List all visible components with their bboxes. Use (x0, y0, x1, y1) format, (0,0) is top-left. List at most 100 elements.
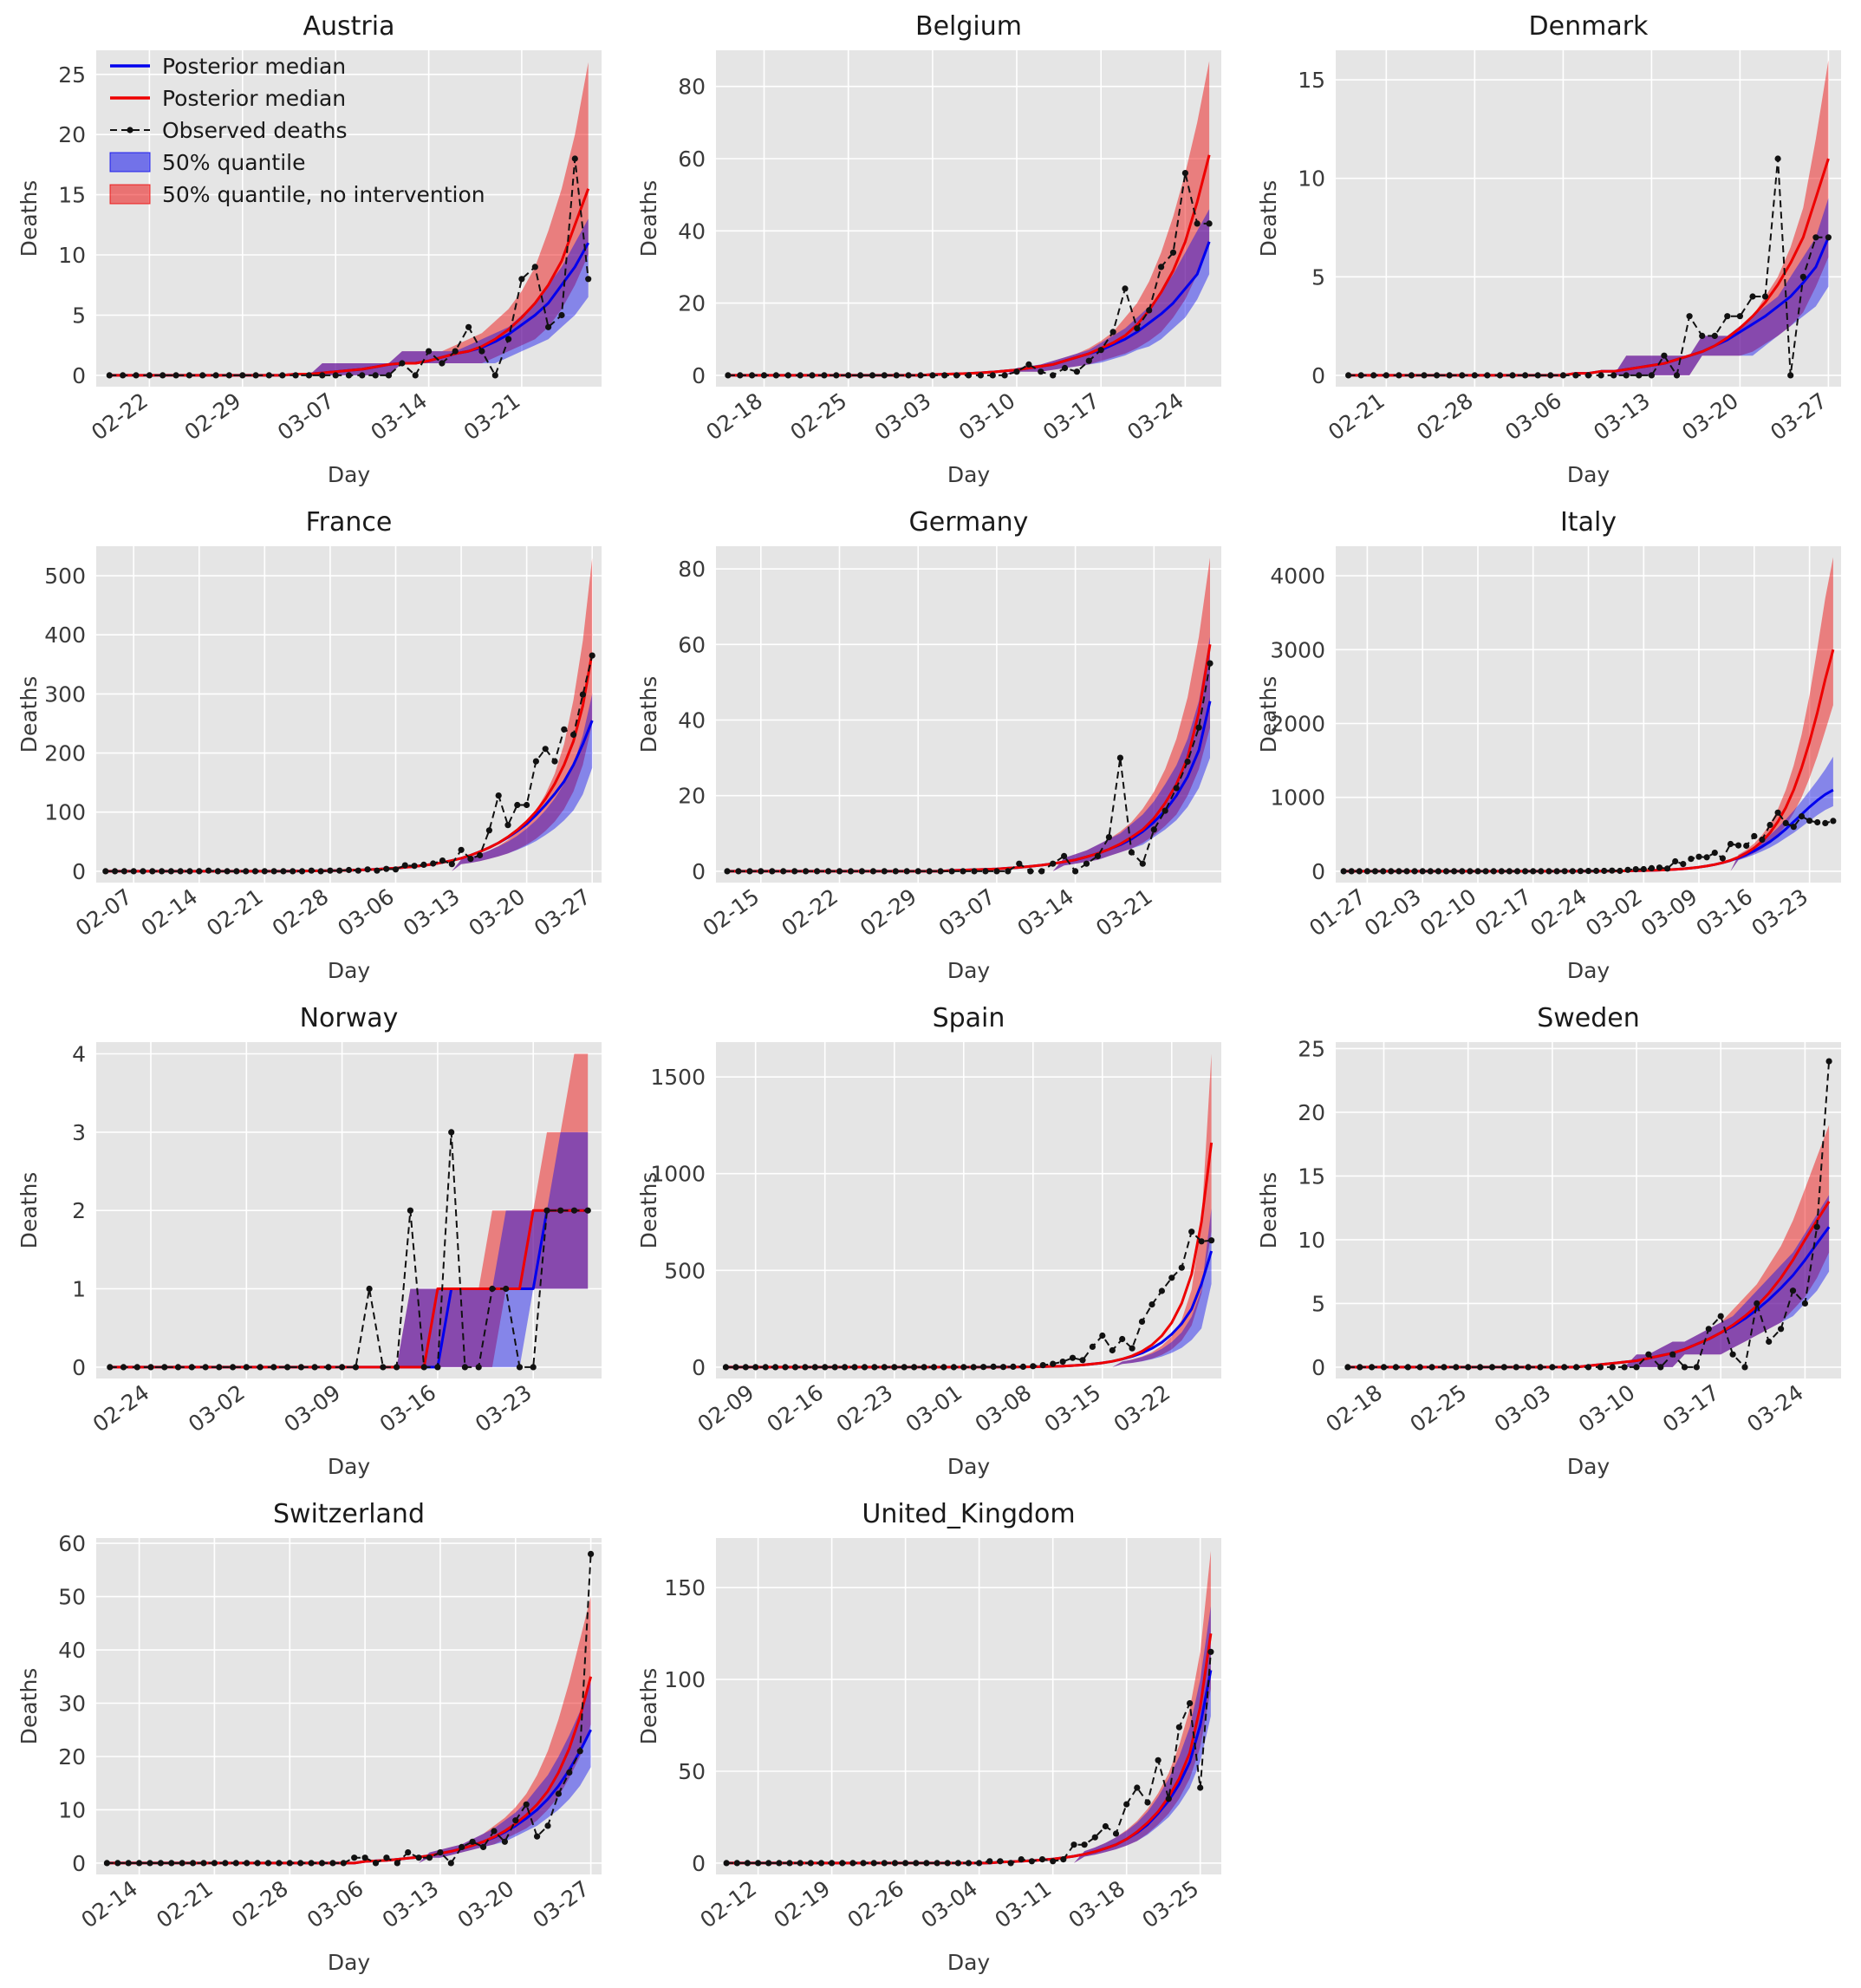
svg-text:03-27: 03-27 (528, 1875, 594, 1933)
svg-text:30: 30 (58, 1691, 86, 1717)
svg-text:Day: Day (328, 1454, 371, 1479)
svg-text:02-22: 02-22 (777, 883, 843, 941)
svg-text:United_Kingdom: United_Kingdom (862, 1499, 1075, 1529)
svg-text:02-28: 02-28 (227, 1875, 293, 1933)
svg-text:0: 0 (1311, 1355, 1325, 1380)
svg-text:02-28: 02-28 (1412, 388, 1478, 445)
svg-text:80: 80 (678, 557, 706, 582)
svg-text:02-14: 02-14 (137, 883, 203, 941)
svg-text:03-09: 03-09 (279, 1379, 345, 1437)
chart-canvas-france: 0 100 200 300 400 500 02-07 02-14 02-21 02-28 03-0… (16, 507, 602, 983)
chart-norway: 0 1 2 3 4 02-24 03-02 03-09 03-16 03-23 Day Deaths N… (14, 999, 621, 1484)
svg-text:02-22: 02-22 (87, 388, 153, 445)
svg-text:1000: 1000 (1270, 785, 1325, 811)
svg-text:40: 40 (678, 218, 706, 244)
svg-text:02-24: 02-24 (88, 1379, 154, 1437)
svg-text:Day: Day (947, 1454, 991, 1479)
svg-text:500: 500 (44, 564, 86, 589)
svg-text:03-06: 03-06 (1500, 388, 1566, 445)
svg-text:Deaths: Deaths (1256, 1172, 1281, 1249)
chart-italy: 0 1000 2000 3000 4000 01-27 02-03 02-10 02-17 02-… (1253, 503, 1860, 988)
svg-text:03-13: 03-13 (378, 1875, 444, 1933)
svg-text:20: 20 (1298, 1100, 1325, 1125)
svg-text:03-20: 03-20 (453, 1875, 519, 1933)
svg-text:Day: Day (1567, 1454, 1610, 1479)
svg-text:60: 60 (678, 147, 706, 172)
svg-text:10: 10 (1298, 166, 1325, 192)
svg-text:03-08: 03-08 (971, 1379, 1037, 1437)
svg-text:Deaths: Deaths (16, 180, 42, 257)
svg-text:50% quantile: 50% quantile (162, 150, 305, 175)
svg-text:03-20: 03-20 (464, 883, 530, 941)
svg-text:25: 25 (58, 62, 86, 88)
svg-text:50: 50 (678, 1759, 706, 1784)
svg-text:02-26: 02-26 (843, 1875, 908, 1933)
svg-text:5: 5 (72, 303, 86, 329)
svg-text:02-15: 02-15 (699, 883, 765, 941)
svg-text:03-13: 03-13 (399, 883, 465, 941)
svg-text:Day: Day (328, 958, 371, 983)
chart-canvas-austria: 0 5 10 15 20 25 02-22 02-29 03-07 03-14 03-21 Day De… (16, 11, 602, 487)
svg-text:20: 20 (678, 291, 706, 316)
svg-text:03-17: 03-17 (1038, 388, 1104, 445)
svg-text:0: 0 (72, 363, 86, 388)
chart-france: 0 100 200 300 400 500 02-07 02-14 02-21 02-28 03-0… (14, 503, 621, 988)
chart-canvas-sweden: 0 5 10 15 20 25 02-18 02-25 03-03 03-10 03-17 03-24… (1256, 1003, 1841, 1479)
svg-text:15: 15 (58, 183, 86, 208)
chart-canvas-belgium: 0 20 40 60 80 02-18 02-25 03-03 03-10 03-17 03-24 D… (636, 11, 1221, 487)
svg-text:Norway: Norway (300, 1003, 399, 1033)
svg-text:Sweden: Sweden (1537, 1003, 1640, 1033)
svg-text:03-13: 03-13 (1589, 388, 1655, 445)
svg-text:02-25: 02-25 (785, 388, 851, 445)
svg-text:03-09: 03-09 (1637, 883, 1702, 941)
svg-text:Deaths: Deaths (636, 180, 661, 257)
svg-text:Day: Day (947, 1950, 991, 1975)
svg-text:03-07: 03-07 (934, 883, 1000, 941)
svg-text:02-21: 02-21 (1324, 388, 1389, 445)
svg-text:02-09: 02-09 (693, 1379, 758, 1437)
svg-text:Deaths: Deaths (16, 1668, 42, 1745)
svg-text:03-24: 03-24 (1122, 388, 1188, 445)
svg-text:3000: 3000 (1270, 637, 1325, 662)
svg-text:03-23: 03-23 (1747, 883, 1812, 941)
svg-text:5: 5 (1311, 264, 1325, 290)
svg-text:Posterior median: Posterior median (162, 86, 346, 111)
svg-text:02-18: 02-18 (701, 388, 767, 445)
svg-text:20: 20 (58, 122, 86, 147)
svg-text:Day: Day (947, 958, 991, 983)
svg-text:Belgium: Belgium (915, 11, 1022, 42)
svg-text:02-21: 02-21 (202, 883, 268, 941)
svg-text:03-14: 03-14 (1012, 883, 1078, 941)
svg-text:Deaths: Deaths (636, 676, 661, 753)
svg-text:Germany: Germany (909, 507, 1029, 538)
svg-text:100: 100 (664, 1667, 706, 1692)
svg-text:02-29: 02-29 (856, 883, 921, 941)
svg-text:0: 0 (72, 1355, 86, 1380)
svg-text:03-14: 03-14 (366, 388, 432, 445)
svg-text:0: 0 (692, 1355, 706, 1380)
svg-text:Spain: Spain (933, 1003, 1005, 1033)
svg-text:0: 0 (692, 1851, 706, 1876)
svg-text:03-16: 03-16 (1692, 883, 1758, 941)
svg-text:0: 0 (72, 859, 86, 884)
svg-text:Day: Day (328, 462, 371, 487)
svg-text:03-27: 03-27 (530, 883, 595, 941)
svg-text:03-21: 03-21 (459, 388, 525, 445)
chart-austria: 0 5 10 15 20 25 02-22 02-29 03-07 03-14 03-21 Day De… (14, 7, 621, 492)
svg-text:03-18: 03-18 (1064, 1875, 1129, 1933)
svg-text:25: 25 (1298, 1036, 1325, 1061)
svg-text:Switzerland: Switzerland (273, 1499, 425, 1529)
svg-text:02-21: 02-21 (152, 1875, 218, 1933)
svg-text:0: 0 (72, 1851, 86, 1876)
svg-text:Day: Day (1567, 462, 1610, 487)
svg-text:Day: Day (947, 462, 991, 487)
svg-text:02-17: 02-17 (1470, 883, 1536, 941)
svg-text:60: 60 (678, 632, 706, 657)
svg-text:200: 200 (44, 741, 86, 766)
svg-text:100: 100 (44, 800, 86, 825)
svg-text:02-03: 02-03 (1360, 883, 1426, 941)
svg-text:15: 15 (1298, 1163, 1325, 1189)
svg-text:80: 80 (678, 75, 706, 100)
svg-text:02-18: 02-18 (1321, 1379, 1387, 1437)
